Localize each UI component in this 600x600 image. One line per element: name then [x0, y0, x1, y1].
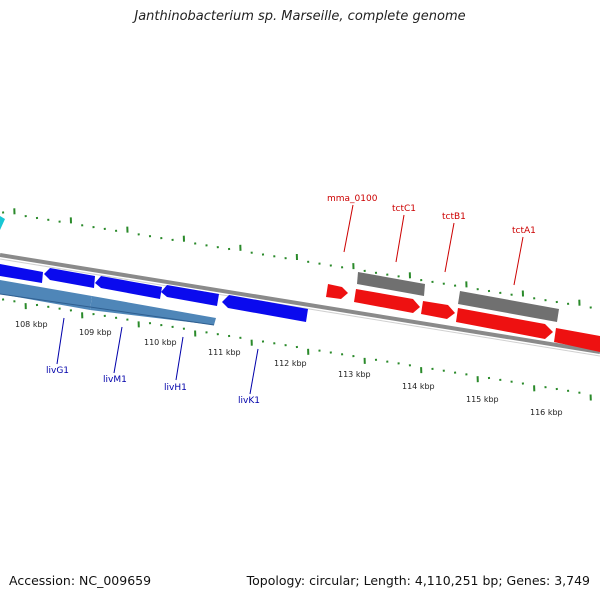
- inner-tick-ring: [2, 298, 592, 401]
- gene-label-tctC1[interactable]: tctC1: [392, 204, 416, 214]
- gene-label-livK1[interactable]: livK1: [238, 396, 260, 406]
- gene-blue-livG1[interactable]: [44, 268, 95, 288]
- gene-light-blue-edge: [0, 293, 215, 326]
- scale-label: 113 kbp: [338, 370, 371, 379]
- scale-label: 110 kbp: [144, 338, 177, 347]
- gene-red-tctB1[interactable]: [421, 301, 455, 319]
- backbone-line-inner: [0, 258, 600, 357]
- backbone-line-outer: [0, 253, 600, 354]
- gene-label-livM1[interactable]: livM1: [103, 375, 127, 385]
- gene-blue-livM1[interactable]: [95, 276, 162, 299]
- cyan-feature-marker[interactable]: [0, 216, 5, 230]
- red-leader-lines: [343, 204, 524, 286]
- gene-blue-livH1[interactable]: [161, 285, 219, 306]
- accession-text: Accession: NC_009659: [9, 573, 152, 588]
- gene-light-blue-2[interactable]: [90, 296, 216, 325]
- scale-label: 111 kbp: [208, 348, 241, 357]
- gene-label-tctA1[interactable]: tctA1: [512, 226, 536, 236]
- gene-label-livH1[interactable]: livH1: [164, 383, 187, 393]
- gene-light-blue-1[interactable]: [0, 280, 92, 310]
- outer-tick-ring: [2, 208, 592, 309]
- gene-red-tctC1[interactable]: [354, 289, 420, 313]
- scale-label: 116 kbp: [530, 408, 563, 417]
- blue-leader-lines: [56, 317, 259, 395]
- scale-labels: 108 kbp 109 kbp 110 kbp 111 kbp 112 kbp 113 k…: [15, 320, 563, 417]
- gene-blue-livK1[interactable]: [222, 295, 308, 322]
- scale-label: 109 kbp: [79, 328, 112, 337]
- gene-gray-tctA1[interactable]: [458, 291, 559, 322]
- genome-summary-text: Topology: circular; Length: 4,110,251 bp…: [246, 573, 590, 588]
- scale-label: 108 kbp: [15, 320, 48, 329]
- gene-label-livG1[interactable]: livG1: [46, 366, 69, 376]
- map-title: Janthinobacterium sp. Marseille, complet…: [134, 9, 466, 24]
- gene-gray-tctC1[interactable]: [357, 272, 425, 296]
- scale-label: 114 kbp: [402, 382, 435, 391]
- scale-label: 115 kbp: [466, 395, 499, 404]
- gene-red-tail[interactable]: [554, 328, 600, 352]
- gene-red-tctA1[interactable]: [456, 308, 553, 339]
- scale-label: 112 kbp: [274, 359, 307, 368]
- gene-label-tctB1[interactable]: tctB1: [442, 212, 466, 222]
- gene-blue-left-edge[interactable]: [0, 264, 43, 283]
- gene-red-mma-0100[interactable]: [326, 284, 348, 299]
- gene-label-mma-0100[interactable]: mma_0100: [327, 194, 378, 204]
